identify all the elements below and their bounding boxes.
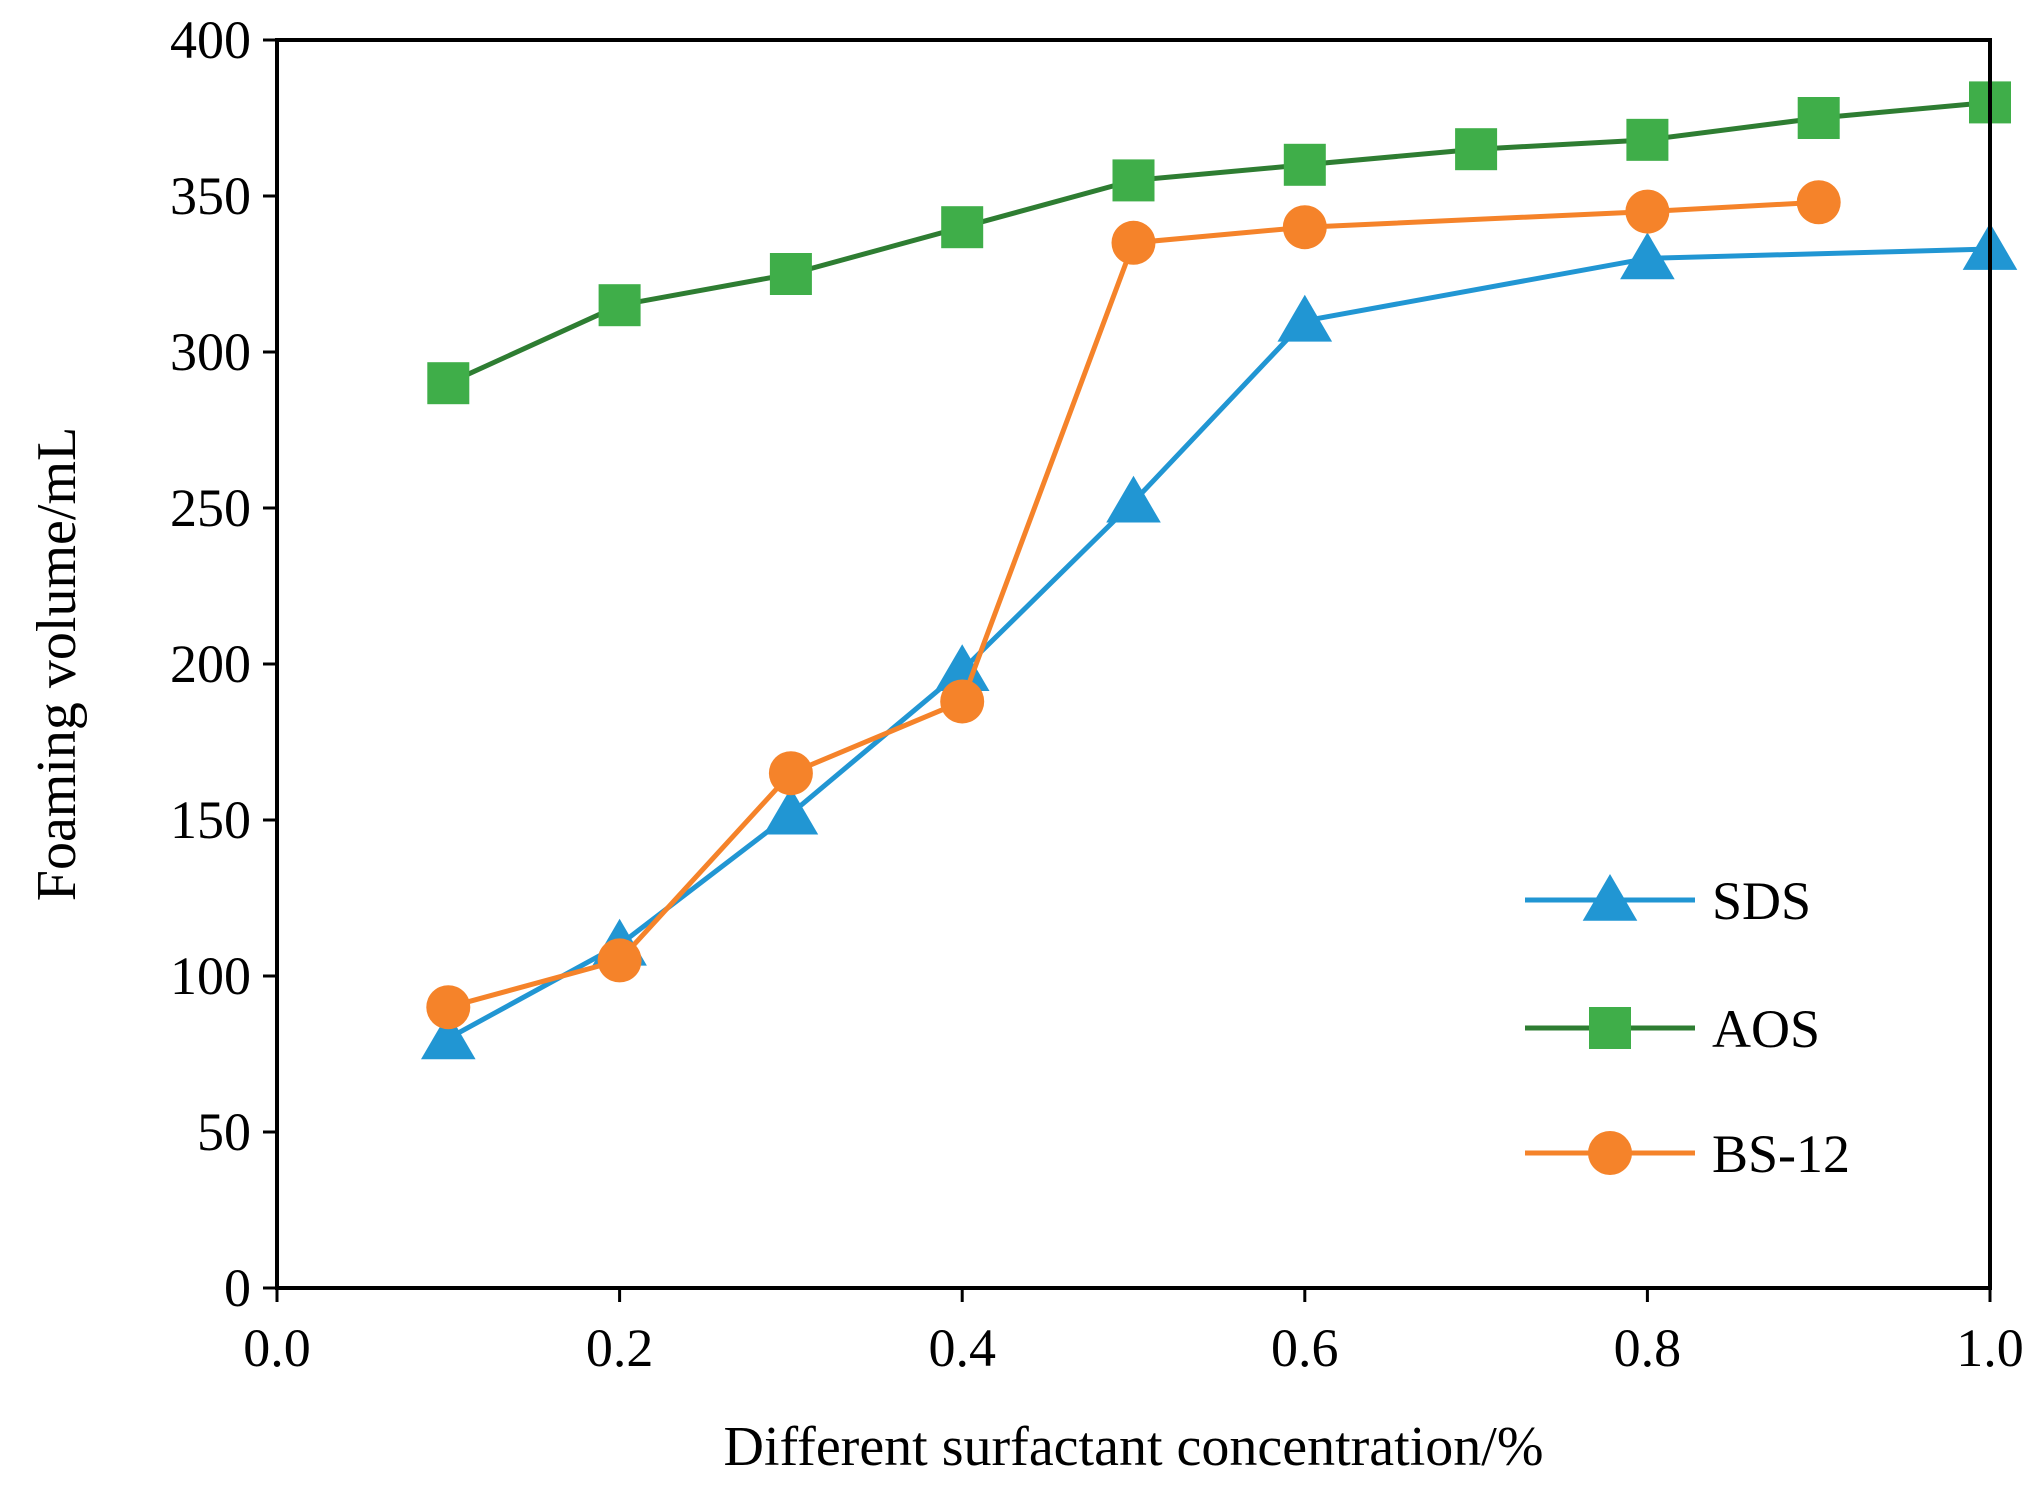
data-point-aos xyxy=(769,253,812,295)
y-tick-label: 350 xyxy=(170,166,251,226)
legend-marker-aos xyxy=(1589,1007,1631,1049)
data-point-aos xyxy=(1112,159,1155,202)
series-aos xyxy=(427,81,2011,405)
data-point-bs-12 xyxy=(1282,205,1327,250)
x-tick-label: 0.4 xyxy=(928,1318,996,1378)
data-point-aos xyxy=(1283,143,1326,186)
x-tick-label: 0.8 xyxy=(1614,1318,1682,1378)
series-line-sds xyxy=(447,246,1991,1041)
legend-label-aos: AOS xyxy=(1712,999,1820,1059)
y-tick-label: 400 xyxy=(170,10,251,70)
data-point-aos xyxy=(941,206,984,249)
legend-label-sds: SDS xyxy=(1712,871,1811,931)
x-tick-label: 0.6 xyxy=(1271,1318,1339,1378)
data-point-bs-12 xyxy=(597,938,642,983)
legend-marker-bs-12 xyxy=(1588,1131,1632,1175)
y-tick-label: 100 xyxy=(170,946,251,1006)
data-point-aos xyxy=(1455,128,1498,171)
data-point-sds xyxy=(934,644,990,692)
x-axis-title: Different surfactant concentration/% xyxy=(724,1416,1544,1478)
data-point-bs-12 xyxy=(768,751,813,796)
data-point-aos xyxy=(1626,118,1669,161)
data-point-aos xyxy=(1797,97,1840,139)
x-tick-label: 0.0 xyxy=(243,1318,311,1378)
data-point-sds xyxy=(421,1012,476,1060)
data-point-sds xyxy=(1106,475,1161,523)
data-point-aos xyxy=(427,362,470,405)
x-tick-label: 0.2 xyxy=(586,1318,654,1378)
data-point-bs-12 xyxy=(1111,220,1156,265)
y-tick-label: 300 xyxy=(170,322,251,382)
y-tick-label: 200 xyxy=(170,634,251,694)
y-tick-label: 0 xyxy=(224,1258,251,1318)
data-point-bs-12 xyxy=(426,985,471,1030)
series-bs-12 xyxy=(426,180,1841,1030)
legend-item-sds: SDS xyxy=(1525,871,1811,931)
y-axis-title: Foaming volume/mL xyxy=(26,427,88,901)
legend-item-bs-12: BS-12 xyxy=(1525,1124,1850,1184)
x-tick-label: 1.0 xyxy=(1956,1318,2024,1378)
data-point-sds xyxy=(1620,232,1675,280)
data-point-bs-12 xyxy=(1796,180,1841,225)
y-tick-label: 150 xyxy=(170,790,251,850)
data-point-sds xyxy=(763,787,819,835)
y-tick-label: 250 xyxy=(170,478,251,538)
data-point-bs-12 xyxy=(1625,189,1670,234)
data-point-sds xyxy=(1277,294,1333,342)
legend-marker-sds xyxy=(1582,874,1638,921)
legend-label-bs-12: BS-12 xyxy=(1712,1124,1850,1184)
data-point-bs-12 xyxy=(940,679,985,724)
data-point-aos xyxy=(598,284,641,327)
y-tick-label: 50 xyxy=(197,1102,251,1162)
series-sds xyxy=(421,223,2018,1060)
legend-item-aos: AOS xyxy=(1525,999,1820,1059)
series-line-aos xyxy=(447,99,1991,386)
series-line-bs-12 xyxy=(447,199,1819,1010)
